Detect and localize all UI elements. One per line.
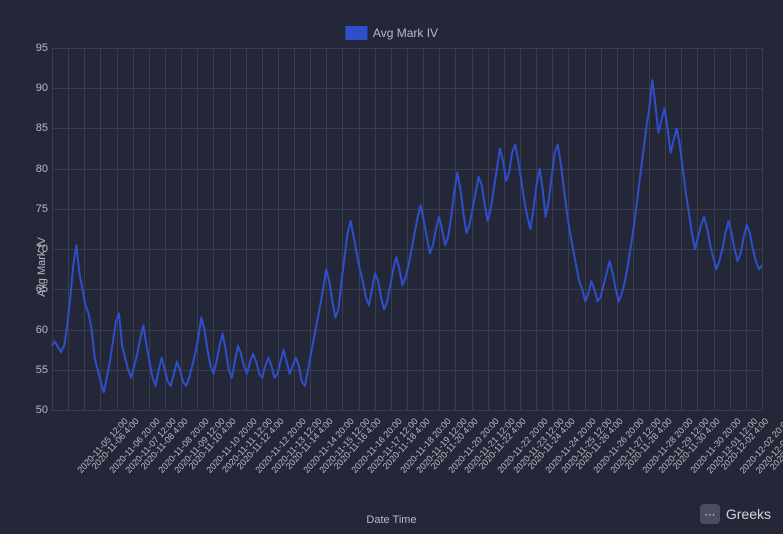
y-tick-label: 75 [28,203,48,215]
y-tick-label: 70 [28,243,48,255]
y-tick-label: 90 [28,82,48,94]
watermark: ⋯ Greeks [700,504,771,524]
y-tick-label: 85 [28,122,48,134]
watermark-text: Greeks [726,506,771,522]
chart-container: Avg Mark IV Avg Mark IV Date Time ⋯ Gree… [0,0,783,534]
y-tick-label: 60 [28,324,48,336]
series-line [52,80,762,392]
y-tick-label: 50 [28,404,48,416]
watermark-icon: ⋯ [700,504,720,524]
y-tick-label: 95 [28,42,48,54]
y-tick-label: 65 [28,283,48,295]
y-tick-label: 55 [28,364,48,376]
y-tick-label: 80 [28,163,48,175]
